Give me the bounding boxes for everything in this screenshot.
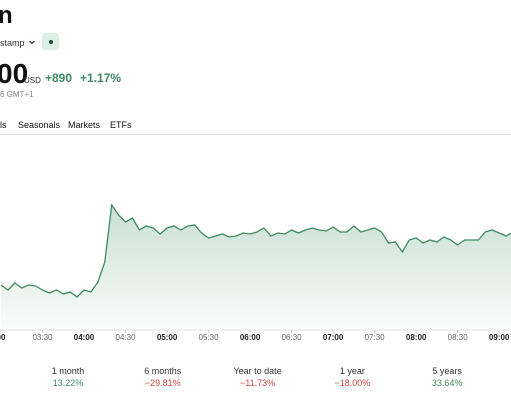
x-tick-label: 06:00 bbox=[240, 333, 261, 342]
price-change: +890 bbox=[45, 71, 73, 85]
price-chart: 00 03:30 04:00 04:30 05:00 05:30 06:00 06:30 07:… bbox=[0, 203, 511, 342]
x-tick-label: 00 bbox=[0, 333, 6, 342]
tab[interactable]: ETFs bbox=[110, 120, 132, 130]
tab[interactable]: ls bbox=[0, 120, 7, 130]
area-fill bbox=[1, 205, 511, 330]
exchange-select[interactable]: stamp bbox=[0, 38, 25, 48]
period-return: −29.81% bbox=[144, 378, 181, 388]
period-return: 13.22% bbox=[52, 378, 84, 388]
currency: USD bbox=[24, 76, 41, 85]
period-return: −18.00% bbox=[334, 378, 371, 388]
x-tick-label: 04:30 bbox=[116, 333, 137, 342]
period-label: Year to date bbox=[233, 366, 282, 376]
period-label: 5 years bbox=[432, 366, 462, 376]
x-tick-label: 07:30 bbox=[365, 333, 386, 342]
timestamp: 6 GMT+1 bbox=[0, 90, 34, 99]
tab-divider bbox=[0, 134, 511, 135]
x-tick-label: 08:30 bbox=[448, 333, 469, 342]
period-label: 6 months bbox=[144, 366, 182, 376]
tab[interactable]: Markets bbox=[68, 120, 101, 130]
status-button[interactable] bbox=[42, 33, 59, 50]
x-tick-label: 04:00 bbox=[74, 333, 95, 342]
tab[interactable]: Seasonals bbox=[18, 120, 61, 130]
x-tick-label: 03:30 bbox=[32, 333, 53, 342]
price-change-pct: +1.17% bbox=[80, 71, 122, 85]
x-tick-label: 05:30 bbox=[199, 333, 220, 342]
chevron bbox=[29, 40, 35, 45]
price: 00 bbox=[0, 58, 29, 89]
x-tick-label: 07:00 bbox=[323, 333, 344, 342]
asset-title: n bbox=[0, 2, 13, 29]
x-tick-label: 09:00 bbox=[489, 333, 510, 342]
period-label: 1 month bbox=[51, 366, 85, 376]
period-return: 33.64% bbox=[431, 378, 463, 388]
period-return: −11.73% bbox=[240, 378, 276, 388]
x-tick-label: 06:30 bbox=[282, 333, 303, 342]
period-label: 1 year bbox=[339, 366, 365, 376]
price-line bbox=[0, 203, 511, 298]
x-tick-label: 05:00 bbox=[157, 333, 178, 342]
x-tick-label: 08:00 bbox=[406, 333, 427, 342]
